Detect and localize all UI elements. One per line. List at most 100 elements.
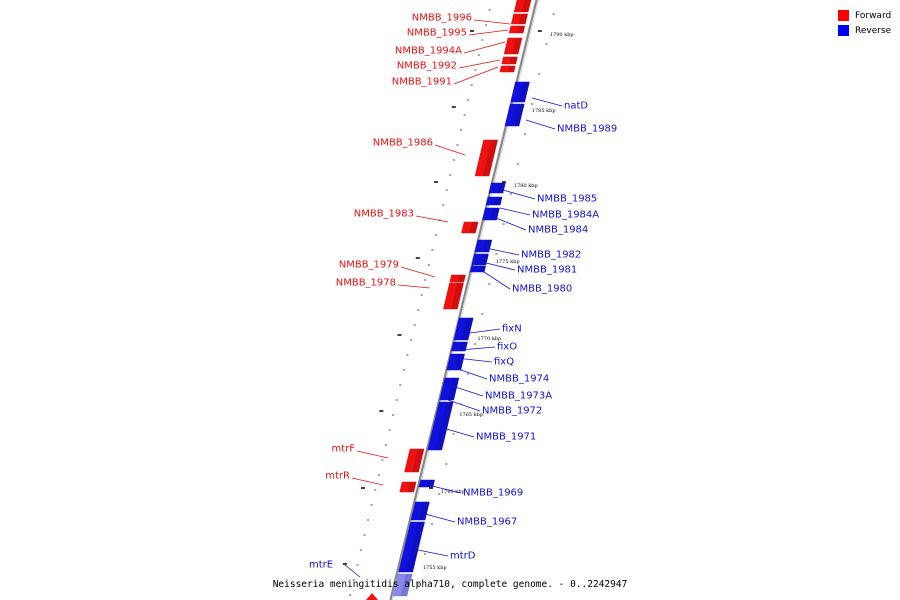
forward-gene-block-shade — [509, 57, 518, 64]
legend: Forward Reverse — [838, 8, 891, 38]
forward-gene-block — [510, 13, 528, 25]
reverse-gene-label: NMBB_1973A — [485, 391, 552, 402]
forward-gene-label: NMBB_1994A — [395, 46, 462, 57]
scale-tick-label: 1760 kbp — [441, 489, 465, 495]
scale-tick-label: 1780 kbp — [514, 183, 538, 189]
reverse-gene-block-shade — [490, 208, 500, 220]
reverse-gene-label: fixN — [502, 324, 522, 335]
reverse-gene-block — [474, 239, 493, 253]
reverse-gene-block — [504, 103, 525, 127]
reverse-gene-block — [410, 501, 430, 521]
scale-tick-label: 1765 kbp — [459, 412, 483, 418]
forward-gene-block-shade — [412, 449, 424, 472]
reverse-gene-block-shade — [461, 318, 474, 340]
reverse-gene-block-shade — [512, 104, 525, 126]
forward-gene-block — [501, 56, 518, 65]
scale-tick-label: 1790 kbp — [550, 32, 574, 38]
forward-gene-label: NMBB_1979 — [339, 260, 399, 271]
reverse-gene-block — [453, 317, 474, 341]
reverse-gene-label: NMBB_1984A — [532, 210, 599, 221]
reverse-gene-block-shade — [435, 402, 454, 450]
reverse-gene-leader — [455, 357, 493, 363]
forward-gene-leader — [356, 450, 389, 459]
scale-tick-label: 1775 kbp — [496, 259, 520, 265]
forward-gene-leader — [453, 66, 499, 85]
reverse-gene-block — [427, 401, 454, 451]
reverse-gene-label: fixQ — [494, 357, 514, 368]
reverse-gene-block-shade — [477, 266, 486, 272]
forward-gene-block-shade — [511, 38, 522, 54]
legend-reverse-label: Reverse — [855, 25, 892, 36]
forward-gene-leader — [468, 29, 509, 36]
reverse-gene-block-shade — [400, 574, 413, 596]
reverse-gene-label: NMBB_1985 — [537, 194, 597, 205]
reverse-gene-label: NMBB_1969 — [463, 488, 523, 499]
reverse-gene-leader — [502, 189, 536, 200]
reverse-gene-block-shade — [447, 378, 459, 400]
forward-gene-leader — [463, 41, 506, 54]
reverse-gene-leader — [447, 399, 481, 412]
reverse-gene-block-shade — [406, 522, 425, 572]
forward-gene-label: NMBB_1978 — [336, 278, 396, 289]
forward-gene-leader — [434, 144, 466, 156]
reverse-gene-block-shade — [479, 254, 489, 265]
forward-gene-label: NMBB_1983 — [354, 209, 414, 220]
forward-gene-leader — [397, 284, 431, 289]
reverse-gene-label: mtrE — [309, 560, 333, 571]
forward-gene-leader — [458, 59, 501, 69]
forward-gene-block-shade — [518, 14, 528, 24]
forward-gene-label: NMBB_1986 — [373, 138, 433, 149]
forward-gene-block-shade — [482, 140, 498, 176]
forward-gene-block — [461, 221, 479, 234]
forward-gene-label: NMBB_1995 — [407, 28, 467, 39]
reverse-gene-leader — [451, 385, 484, 397]
forward-gene-leader — [400, 266, 436, 278]
reverse-gene-label: NMBB_1981 — [517, 265, 577, 276]
forward-gene-block — [503, 37, 523, 55]
reverse-gene-block-shade — [496, 183, 506, 193]
reverse-gene-leader — [424, 513, 456, 523]
reverse-gene-leader — [442, 427, 475, 438]
forward-gene-label: NMBB_1992 — [397, 61, 457, 72]
reverse-gene-leader — [344, 564, 361, 578]
forward-gene-block — [508, 25, 526, 34]
forward-gene-block — [443, 282, 464, 310]
forward-gene-leader — [351, 477, 384, 486]
reverse-gene-label: NMBB_1984 — [528, 225, 588, 236]
reverse-gene-label: fixO — [497, 342, 517, 353]
forward-gene-block — [474, 139, 498, 177]
reverse-gene-block — [451, 341, 468, 352]
forward-gene-leader — [415, 215, 449, 223]
forward-gene-label: mtrF — [331, 444, 355, 455]
forward-gene-block-shade — [407, 482, 417, 492]
reverse-swatch — [838, 25, 849, 36]
reverse-gene-block — [398, 521, 425, 573]
reverse-gene-leader — [417, 549, 449, 557]
reverse-gene-label: NMBB_1972 — [482, 406, 542, 417]
reverse-gene-leader — [431, 485, 462, 494]
reverse-gene-block — [439, 377, 460, 401]
reverse-gene-leader — [459, 346, 496, 351]
reverse-gene-block-shade — [518, 82, 530, 102]
reverse-gene-leader — [469, 328, 501, 334]
legend-forward-label: Forward — [855, 10, 892, 21]
forward-gene-block — [366, 593, 378, 600]
reverse-gene-block-shade — [493, 197, 503, 205]
reverse-gene-leader — [485, 247, 520, 256]
reverse-gene-block — [510, 81, 530, 103]
reverse-gene-label: natD — [564, 101, 588, 112]
reverse-gene-label: NMBB_1974 — [489, 374, 549, 385]
forward-gene-block — [404, 448, 425, 473]
reverse-gene-block — [482, 207, 500, 221]
forward-gene-block — [499, 65, 516, 73]
reverse-gene-leader — [495, 217, 527, 231]
reverse-gene-label: NMBB_1967 — [457, 517, 517, 528]
forward-gene-block-shade — [516, 26, 525, 33]
reverse-gene-label: NMBB_1980 — [512, 284, 572, 295]
forward-gene-block — [513, 0, 532, 13]
reverse-gene-block-shade — [454, 354, 465, 370]
forward-gene-block-shade — [469, 222, 479, 233]
reverse-gene-leader — [531, 97, 563, 107]
reverse-gene-label: NMBB_1971 — [476, 432, 536, 443]
